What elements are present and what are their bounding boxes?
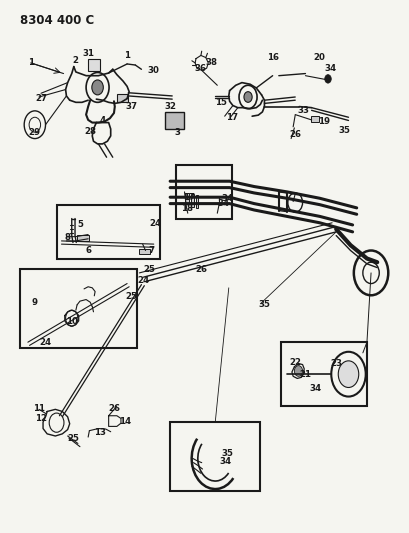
Text: 4: 4 [99, 116, 105, 125]
Text: 24: 24 [137, 276, 149, 285]
Text: 24: 24 [39, 338, 51, 346]
Text: 17: 17 [182, 193, 194, 201]
Text: 25: 25 [144, 265, 155, 274]
Text: 12: 12 [35, 415, 47, 423]
Circle shape [92, 80, 103, 95]
Text: 19: 19 [317, 117, 329, 126]
Text: 10: 10 [66, 318, 77, 326]
Text: 30: 30 [148, 67, 159, 75]
Text: 24: 24 [149, 220, 162, 228]
Text: 26: 26 [108, 404, 121, 413]
Circle shape [337, 361, 358, 387]
Text: 34: 34 [323, 64, 335, 72]
Text: 2: 2 [73, 56, 79, 65]
Text: 15: 15 [215, 98, 227, 107]
Circle shape [324, 75, 330, 83]
Text: 25: 25 [125, 292, 137, 301]
Text: 8: 8 [65, 233, 70, 242]
Text: 22: 22 [288, 358, 301, 367]
Text: 38: 38 [204, 59, 217, 67]
Text: 35: 35 [221, 449, 233, 457]
Text: 21: 21 [298, 370, 310, 378]
Text: 23: 23 [329, 359, 342, 368]
FancyBboxPatch shape [139, 249, 149, 254]
Text: 7: 7 [148, 246, 154, 255]
Text: 34: 34 [219, 457, 231, 465]
FancyBboxPatch shape [191, 194, 193, 207]
Text: 27: 27 [35, 94, 47, 102]
Text: 34: 34 [221, 194, 233, 203]
Text: 17: 17 [225, 113, 237, 122]
FancyBboxPatch shape [185, 193, 189, 204]
Text: 25: 25 [68, 434, 79, 442]
Text: 1: 1 [124, 52, 130, 60]
Text: 36: 36 [194, 64, 207, 72]
FancyBboxPatch shape [310, 116, 318, 122]
Text: 31: 31 [82, 49, 94, 58]
Text: 13: 13 [94, 429, 106, 437]
Text: 32: 32 [164, 102, 176, 111]
Text: 14: 14 [119, 417, 131, 425]
Text: 34: 34 [309, 384, 321, 392]
Text: 35: 35 [338, 126, 349, 134]
FancyBboxPatch shape [196, 195, 198, 208]
Text: 37: 37 [125, 102, 137, 111]
Text: 11: 11 [33, 404, 45, 413]
Text: 18: 18 [180, 205, 192, 213]
Text: 35: 35 [258, 301, 270, 309]
Text: 5: 5 [77, 221, 83, 229]
Text: 6: 6 [85, 246, 91, 255]
Text: 29: 29 [29, 128, 41, 136]
Text: 34: 34 [217, 199, 229, 208]
Text: 16: 16 [266, 53, 278, 62]
Text: 3: 3 [174, 128, 180, 136]
Text: 28: 28 [84, 127, 96, 135]
Text: 9: 9 [32, 298, 38, 307]
FancyBboxPatch shape [117, 94, 128, 102]
FancyBboxPatch shape [77, 235, 88, 241]
Text: 26: 26 [194, 265, 207, 274]
Circle shape [294, 366, 302, 376]
Text: 8304 400 C: 8304 400 C [20, 14, 94, 27]
FancyBboxPatch shape [164, 112, 184, 129]
FancyBboxPatch shape [88, 59, 100, 71]
Text: 1: 1 [28, 59, 34, 67]
Text: 26: 26 [288, 130, 301, 139]
Text: 20: 20 [313, 53, 325, 62]
Circle shape [243, 92, 252, 102]
Text: 33: 33 [297, 107, 309, 115]
